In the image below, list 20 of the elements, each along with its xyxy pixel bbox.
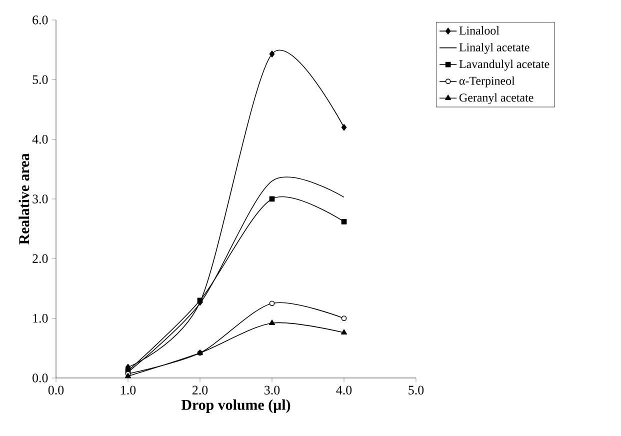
y-tick-label: 1.0	[33, 314, 48, 323]
x-axis-title: Drop volume (µl)	[181, 399, 290, 413]
y-tick-label: 5.0	[32, 75, 48, 84]
legend-label: Lavandulyl acetate	[459, 60, 550, 71]
x-tick-label: 1.0	[121, 386, 136, 395]
y-tick-label: 0.0	[32, 374, 48, 382]
y-tick-label: 4.0	[32, 134, 48, 144]
legend-label: Linalyl acetate	[459, 42, 530, 54]
y-tick-label: 3.0	[32, 194, 48, 204]
y-tick-label: 2.0	[32, 254, 48, 264]
y-axis-title: Realative area	[18, 153, 30, 244]
x-tick-label: 4.0	[336, 386, 352, 395]
legend-label: α-Terpineol	[459, 76, 515, 88]
x-tick-label: 3.0	[264, 386, 280, 395]
legend-label: Geranyl acetate	[459, 93, 534, 104]
legend-label: Linalool	[459, 26, 500, 35]
x-tick-label: 5.0	[408, 386, 424, 395]
x-tick-label: 2.0	[192, 386, 208, 395]
x-tick-label: 0.0	[48, 386, 64, 395]
y-tick-label: 6.0	[32, 16, 48, 24]
